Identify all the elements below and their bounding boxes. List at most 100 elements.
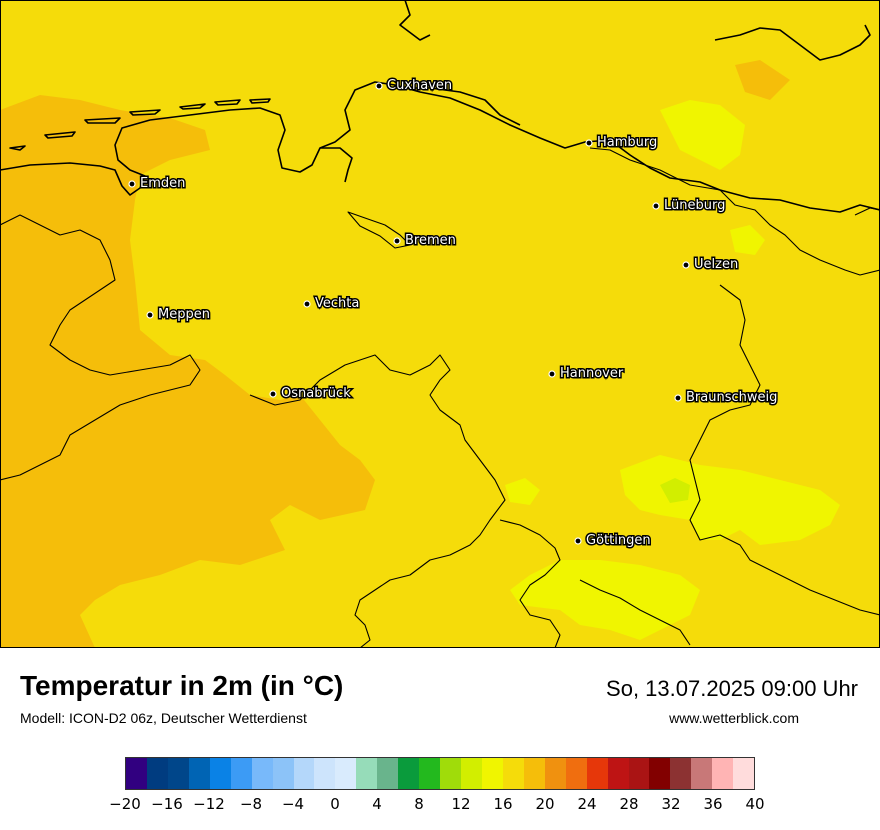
city-label-uelzen: Uelzen: [694, 257, 738, 272]
legend-tick-label: −20: [109, 795, 141, 813]
coastline-ne: [714, 24, 871, 61]
legend-swatch: [607, 758, 629, 789]
border-st: [689, 284, 880, 616]
legend-swatch: [293, 758, 315, 789]
temperature-field-warm-ne: [735, 60, 790, 100]
temperature-field-green-spot: [660, 478, 690, 503]
city-label-bremen: Bremen: [405, 233, 456, 248]
temperature-field-cool-east: [620, 455, 840, 545]
legend-swatch: [712, 758, 734, 789]
legend-swatch: [586, 758, 608, 789]
legend-swatch: [461, 758, 482, 789]
city-emden: Emden: [128, 175, 187, 193]
city-label-lueneburg: Lüneburg: [664, 198, 725, 213]
city-label-meppen: Meppen: [158, 307, 210, 322]
legend-swatch: [544, 758, 566, 789]
legend-tick-label: 36: [703, 795, 723, 813]
city-label-osnabrueck: Osnabrück: [281, 386, 351, 401]
legend-tick-label: −16: [151, 795, 183, 813]
legend-swatch: [649, 758, 671, 789]
border-thueringen: [579, 579, 691, 646]
legend-swatch: [440, 758, 461, 789]
legend-swatch: [398, 758, 420, 789]
legend-swatch: [335, 758, 357, 789]
border-bremen: [347, 211, 411, 249]
legend-swatch: [628, 758, 650, 789]
color-legend-ticks: −20 −16 −12 −8 −4 0 4 8 12 16 20 24 28 32 36 40: [0, 792, 880, 822]
island-wangerooge: [249, 98, 271, 104]
legend-swatch: [230, 758, 252, 789]
border-sh: [589, 147, 721, 191]
legend-swatch: [377, 758, 399, 789]
legend-swatch: [733, 758, 755, 789]
legend-tick-label: 12: [451, 795, 471, 813]
legend-tick-label: 0: [330, 795, 340, 813]
island-spiekeroog: [214, 99, 241, 106]
legend-swatch: [314, 758, 336, 789]
city-label-braunschweig: Braunschweig: [686, 390, 777, 405]
city-braunschweig: Braunschweig: [674, 389, 779, 407]
legend-swatch: [126, 758, 147, 789]
legend-swatch: [356, 758, 378, 789]
forecast-datetime: So, 13.07.2025 09:00 Uhr: [606, 676, 858, 701]
coastline-jade: [320, 147, 353, 183]
legend-swatch: [272, 758, 294, 789]
legend-swatch: [691, 758, 713, 789]
temperature-map: Cuxhaven Hamburg Emden Lüneburg Bremen U…: [0, 0, 880, 648]
legend-swatch: [502, 758, 524, 789]
island-langeoog: [179, 103, 206, 110]
city-label-vechta: Vechta: [315, 296, 359, 311]
city-label-cuxhaven: Cuxhaven: [387, 78, 452, 93]
legend-tick-label: 20: [535, 795, 555, 813]
legend-tick-label: 16: [493, 795, 513, 813]
legend-swatch: [251, 758, 273, 789]
legend-swatch: [167, 758, 189, 789]
city-uelzen: Uelzen: [682, 256, 740, 274]
city-cuxhaven: Cuxhaven: [375, 77, 454, 95]
legend-swatch: [523, 758, 545, 789]
legend-swatch: [188, 758, 210, 789]
temperature-field-warm-west: [0, 95, 375, 648]
legend-tick-label: −8: [239, 795, 263, 813]
island-norderney: [84, 117, 121, 124]
legend-tick-label: 40: [745, 795, 765, 813]
city-label-goettingen: Göttingen: [586, 533, 651, 548]
coastline-top: [399, 0, 431, 41]
coastline-elbe: [400, 87, 521, 126]
temperature-field-cool-north: [730, 225, 765, 255]
island-borkum: [9, 145, 26, 151]
city-label-hannover: Hannover: [560, 366, 624, 381]
city-goettingen: Göttingen: [574, 532, 652, 550]
legend-tick-label: −4: [281, 795, 305, 813]
legend-swatch: [146, 758, 168, 789]
border-nl: [0, 214, 201, 481]
city-osnabrueck: Osnabrück: [269, 385, 353, 403]
legend-tick-label: 32: [661, 795, 681, 813]
temperature-field-cool-sm1: [505, 478, 540, 505]
island-juist: [44, 131, 76, 139]
legend-tick-label: 28: [619, 795, 639, 813]
city-meppen: Meppen: [146, 306, 211, 324]
city-lueneburg: Lüneburg: [652, 197, 727, 215]
legend-swatch: [565, 758, 587, 789]
model-source: Modell: ICON-D2 06z, Deutscher Wetterdie…: [20, 710, 307, 726]
legend-swatch: [209, 758, 231, 789]
chart-title: Temperatur in 2m (in °C): [20, 670, 344, 701]
color-legend-bar: [125, 757, 755, 790]
website-link[interactable]: www.wetterblick.com: [669, 710, 799, 726]
legend-tick-label: 4: [372, 795, 382, 813]
city-vechta: Vechta: [303, 295, 361, 313]
legend-tick-label: −12: [193, 795, 225, 813]
city-label-emden: Emden: [140, 176, 185, 191]
border-brandenburg: [854, 207, 880, 216]
legend-tick-label: 24: [577, 795, 597, 813]
legend-swatch: [481, 758, 503, 789]
city-hamburg: Hamburg: [585, 134, 659, 152]
coastline: [0, 81, 880, 213]
temperature-field-cool-hamburg: [660, 100, 745, 170]
city-bremen: Bremen: [393, 232, 457, 250]
legend-swatch: [419, 758, 441, 789]
legend-tick-label: 8: [414, 795, 424, 813]
city-hannover: Hannover: [548, 365, 625, 383]
border-nrw: [249, 354, 506, 648]
